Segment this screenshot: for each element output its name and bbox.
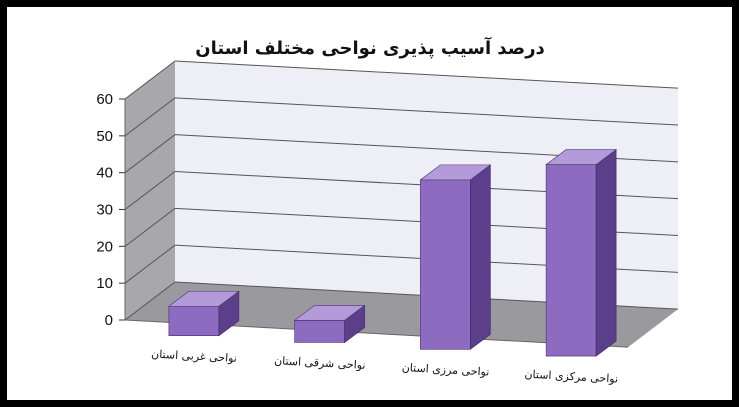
gridline [174, 97, 679, 126]
bar [545, 148, 618, 357]
bar-front [168, 305, 220, 337]
bars [167, 148, 618, 357]
bar-front [545, 164, 597, 357]
x-tick-label: نواحی مرکزی استان [524, 368, 618, 386]
gridline-depth [124, 207, 176, 247]
y-tick-label: 10 [96, 275, 113, 292]
bar-top [419, 164, 492, 181]
y-tick-label: 40 [96, 165, 113, 182]
y-tick-label: 30 [96, 202, 113, 219]
bar-front [294, 320, 345, 343]
x-tick-label: نواحی مرزی استان [401, 361, 489, 379]
bar [293, 304, 366, 344]
floor [125, 282, 678, 348]
gridline-depth [124, 134, 176, 174]
x-tick-label: نواحی شرقی استان [274, 354, 366, 372]
x-tick-label: نواحی غربی استان [151, 347, 237, 364]
gridline-depth [124, 60, 176, 100]
bar-front [420, 179, 471, 350]
y-axis-ticks: 0 10 20 30 40 50 60 [96, 91, 113, 329]
bar-top [167, 290, 240, 307]
x-axis-labels: نواحی غربی استان نواحی شرقی استان نواحی مر… [151, 347, 619, 385]
bar-top [545, 149, 618, 165]
y-tick-label: 0 [105, 312, 113, 329]
bar-side [470, 164, 491, 350]
gridline-depth [124, 171, 176, 210]
chart-title: درصد آسیب پذیری نواحی مختلف استان [195, 36, 545, 59]
gridline-depth [124, 244, 176, 284]
bar [419, 164, 492, 350]
bar-top [293, 305, 366, 321]
gridline-depth [124, 281, 176, 321]
y-tick-label: 60 [96, 91, 113, 108]
y-tick-label: 20 [96, 238, 113, 255]
bar [167, 290, 240, 337]
gridline [174, 60, 679, 89]
gridline-depth [124, 97, 176, 137]
bar-side [595, 148, 617, 357]
y-tick-label: 50 [96, 128, 113, 145]
